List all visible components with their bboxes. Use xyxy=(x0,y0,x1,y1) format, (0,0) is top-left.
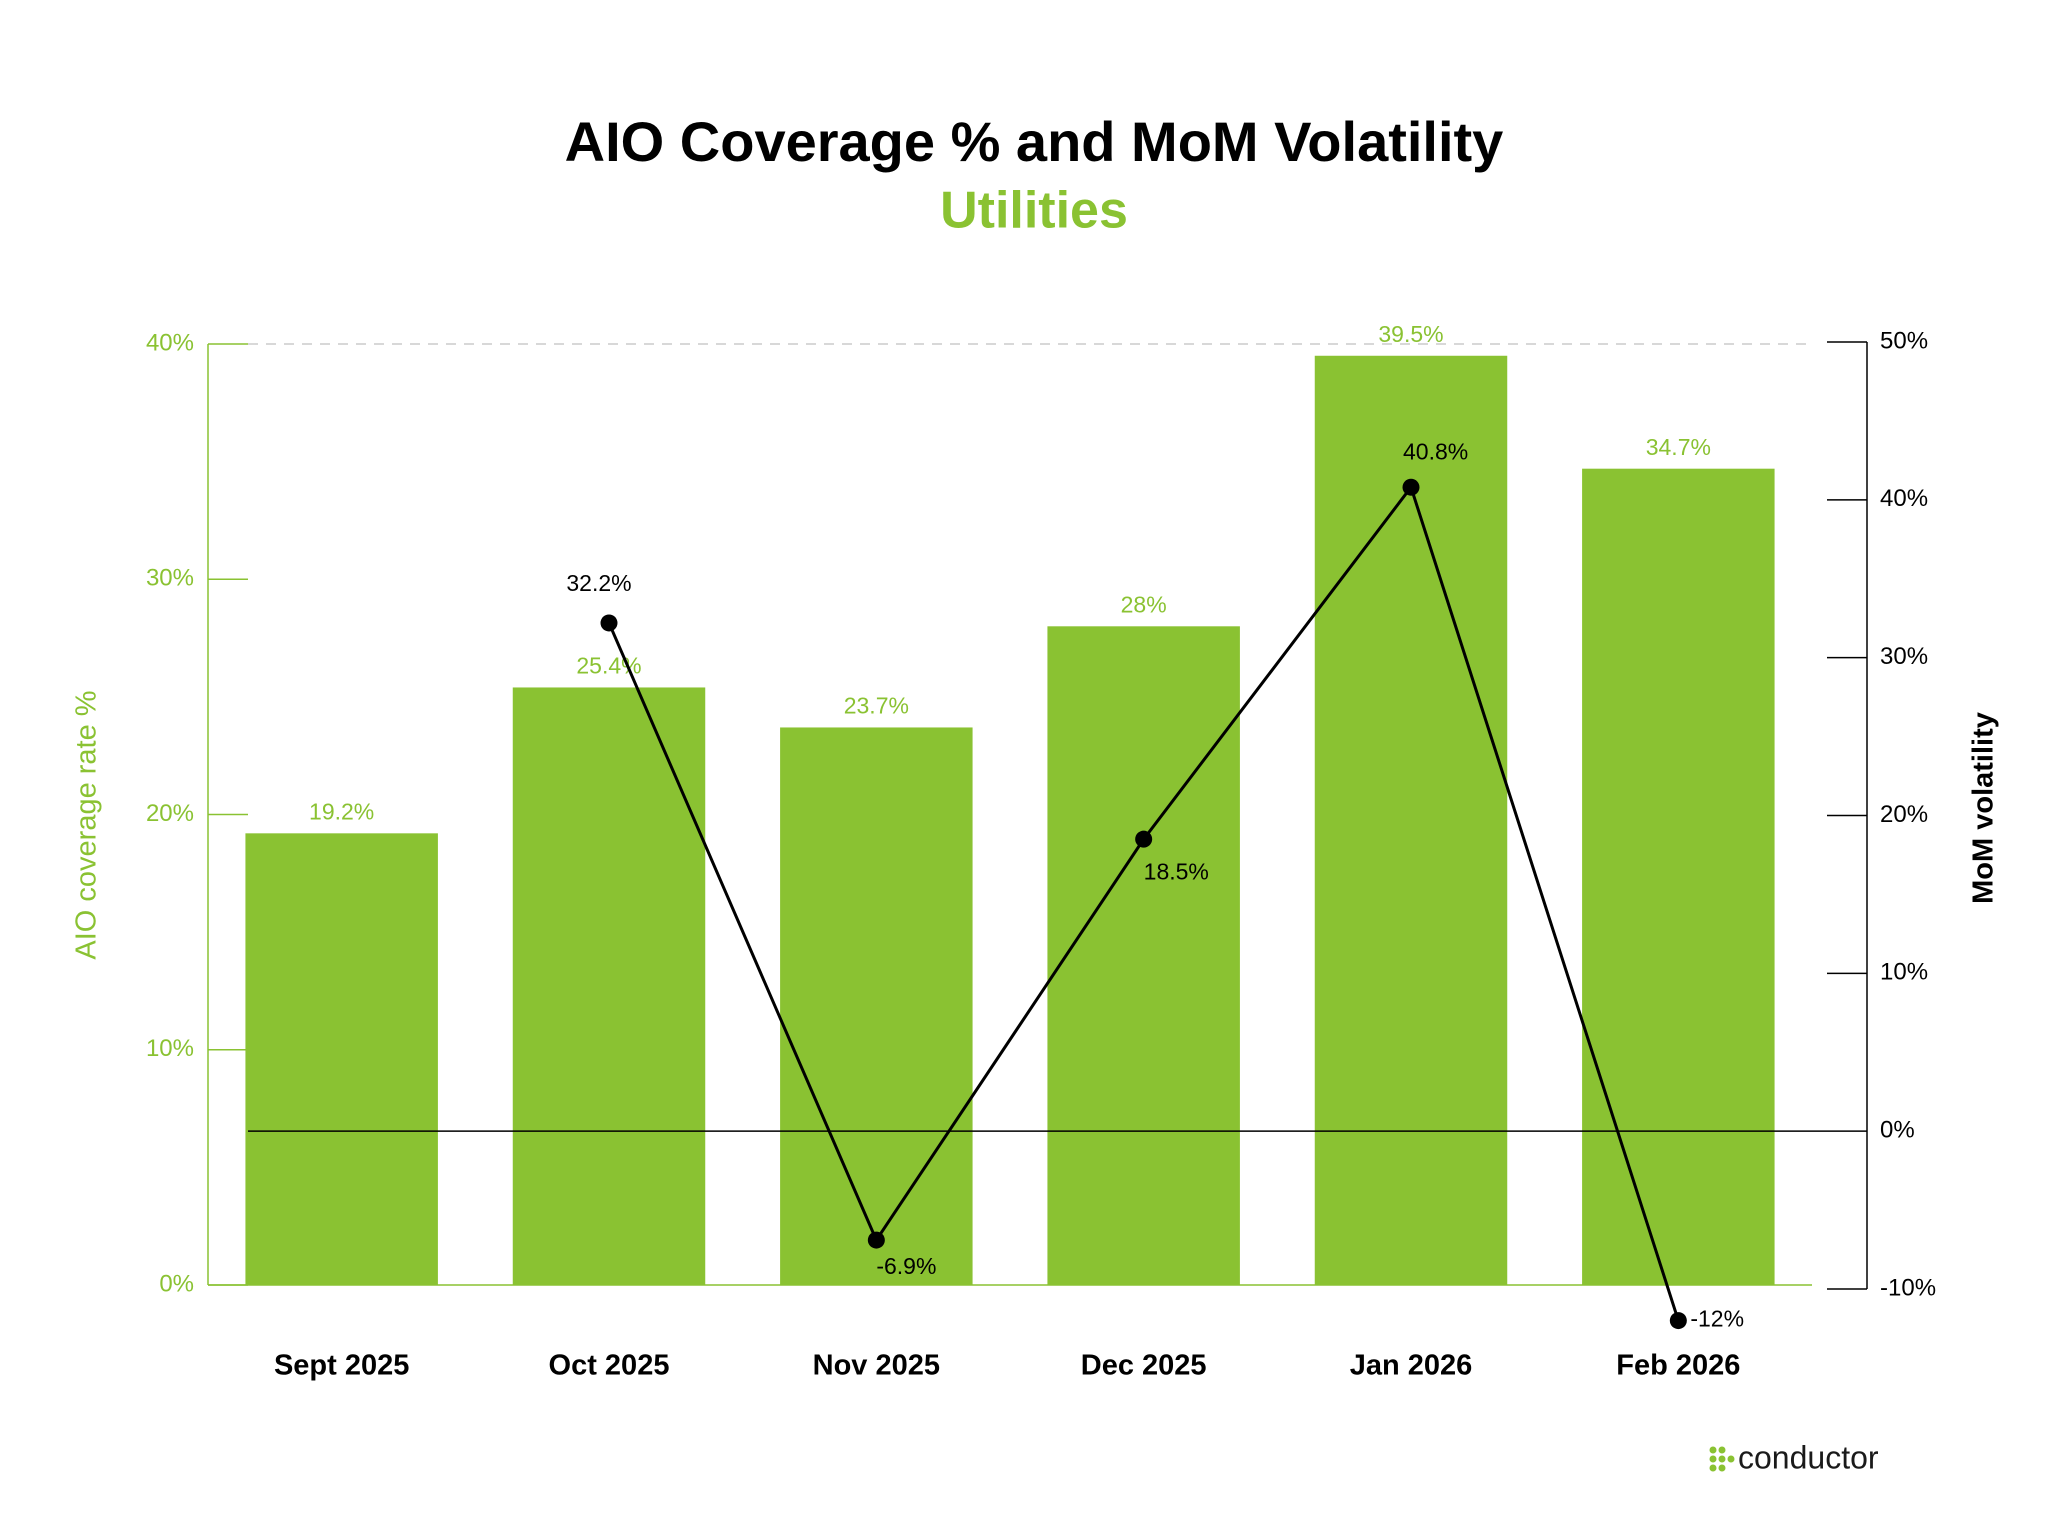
y2-tick-label: 0% xyxy=(1880,1117,1915,1144)
line-point xyxy=(1135,830,1153,848)
x-tick-label: Dec 2025 xyxy=(1081,1350,1207,1382)
y-tick-label: 20% xyxy=(146,800,194,827)
bar xyxy=(1314,355,1508,1285)
bar xyxy=(1582,468,1775,1285)
line-value-label: 18.5% xyxy=(1144,858,1209,884)
chart-title: AIO Coverage % and MoM Volatility xyxy=(565,110,1504,173)
y-axis-title: AIO coverage rate % xyxy=(71,690,103,959)
bar-value-label: 39.5% xyxy=(1378,321,1443,347)
x-tick-label: Sept 2025 xyxy=(274,1350,409,1382)
y2-tick-label: 50% xyxy=(1880,327,1928,354)
line-value-label: 40.8% xyxy=(1403,438,1468,464)
line-value-label: -6.9% xyxy=(876,1253,936,1279)
x-tick-label: Nov 2025 xyxy=(813,1350,940,1382)
bar xyxy=(1047,626,1240,1285)
y-tick-label: 0% xyxy=(159,1270,194,1297)
y-tick-label: 40% xyxy=(146,329,194,356)
y2-axis-title: MoM volatility xyxy=(1968,712,2000,904)
bar-value-label: 34.7% xyxy=(1646,434,1711,460)
bar-value-label: 19.2% xyxy=(309,798,374,824)
line-point xyxy=(600,614,618,632)
line-value-label: -12% xyxy=(1690,1306,1744,1332)
line-value-label: 32.2% xyxy=(566,570,631,596)
bar xyxy=(245,833,438,1285)
x-tick-label: Feb 2026 xyxy=(1616,1350,1740,1382)
line-point xyxy=(1402,478,1420,496)
x-tick-label: Oct 2025 xyxy=(549,1350,670,1382)
y2-tick-label: 10% xyxy=(1880,959,1928,986)
y2-tick-label: 30% xyxy=(1880,643,1928,670)
y2-tick-label: 20% xyxy=(1880,801,1928,828)
logo-icon xyxy=(1709,1446,1735,1472)
y-tick-label: 10% xyxy=(146,1035,194,1062)
y2-tick-label: -10% xyxy=(1880,1274,1936,1301)
bar xyxy=(780,727,973,1285)
bar-value-label: 23.7% xyxy=(844,693,909,719)
y-tick-label: 30% xyxy=(146,565,194,592)
y2-tick-label: 40% xyxy=(1880,485,1928,512)
line-point xyxy=(867,1231,885,1249)
line-point xyxy=(1669,1312,1687,1330)
logo: conductor xyxy=(1738,1439,1879,1475)
bar xyxy=(512,687,706,1285)
bar-value-label: 28% xyxy=(1121,591,1167,617)
x-tick-label: Jan 2026 xyxy=(1350,1350,1473,1382)
chart-subtitle: Utilities xyxy=(940,182,1128,240)
